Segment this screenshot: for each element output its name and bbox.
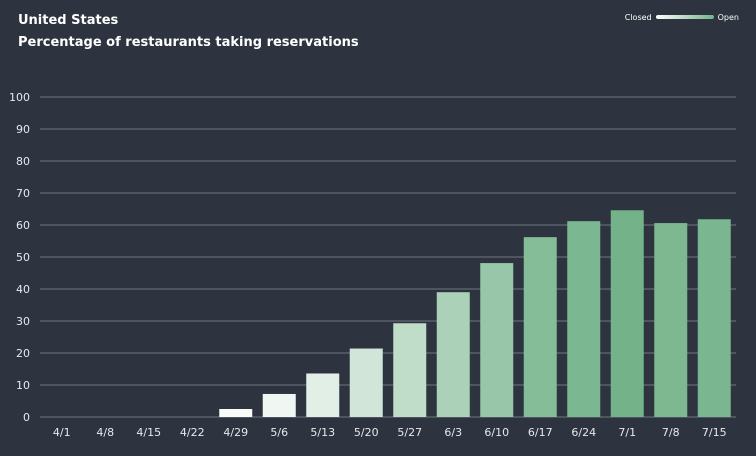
x-tick-label: 4/8 bbox=[96, 426, 114, 439]
y-tick-label: 100 bbox=[9, 91, 30, 104]
x-tick-label: 4/15 bbox=[136, 426, 161, 439]
y-tick-label: 60 bbox=[16, 219, 30, 232]
x-tick-label: 6/17 bbox=[528, 426, 553, 439]
x-tick-label: 6/3 bbox=[444, 426, 462, 439]
bar bbox=[567, 221, 601, 417]
bar bbox=[480, 263, 514, 417]
y-tick-label: 70 bbox=[16, 187, 30, 200]
x-tick-label: 5/20 bbox=[354, 426, 379, 439]
y-tick-label: 10 bbox=[16, 379, 30, 392]
y-tick-label: 0 bbox=[23, 411, 30, 424]
bar bbox=[306, 373, 340, 417]
x-tick-label: 5/27 bbox=[397, 426, 422, 439]
x-tick-label: 6/10 bbox=[484, 426, 509, 439]
x-tick-label: 6/24 bbox=[571, 426, 596, 439]
legend-high-label: Open bbox=[717, 12, 739, 22]
bar bbox=[393, 323, 427, 417]
legend-gradient-bar bbox=[655, 15, 714, 19]
bar bbox=[697, 219, 731, 417]
bar bbox=[219, 409, 253, 417]
x-tick-label: 4/22 bbox=[180, 426, 205, 439]
bar bbox=[262, 393, 296, 417]
chart-subtitle: Percentage of restaurants taking reserva… bbox=[18, 35, 359, 50]
y-tick-label: 20 bbox=[16, 347, 30, 360]
bar bbox=[349, 348, 383, 417]
y-tick-label: 50 bbox=[16, 251, 30, 264]
x-tick-label: 4/1 bbox=[53, 426, 71, 439]
y-tick-label: 90 bbox=[16, 123, 30, 136]
x-tick-label: 4/29 bbox=[223, 426, 248, 439]
x-tick-label: 7/8 bbox=[662, 426, 680, 439]
x-tick-label: 7/1 bbox=[618, 426, 636, 439]
bar bbox=[610, 210, 644, 417]
y-tick-label: 30 bbox=[16, 315, 30, 328]
bar bbox=[436, 292, 470, 417]
x-tick-label: 7/15 bbox=[702, 426, 727, 439]
bar bbox=[654, 223, 688, 417]
y-tick-label: 80 bbox=[16, 155, 30, 168]
color-legend: Closed Open bbox=[625, 11, 739, 23]
legend-low-label: Closed bbox=[624, 12, 652, 22]
x-tick-label: 5/13 bbox=[310, 426, 335, 439]
x-tick-label: 5/6 bbox=[270, 426, 288, 439]
y-tick-label: 40 bbox=[16, 283, 30, 296]
chart-title: United States bbox=[18, 13, 119, 28]
bar bbox=[523, 237, 557, 417]
